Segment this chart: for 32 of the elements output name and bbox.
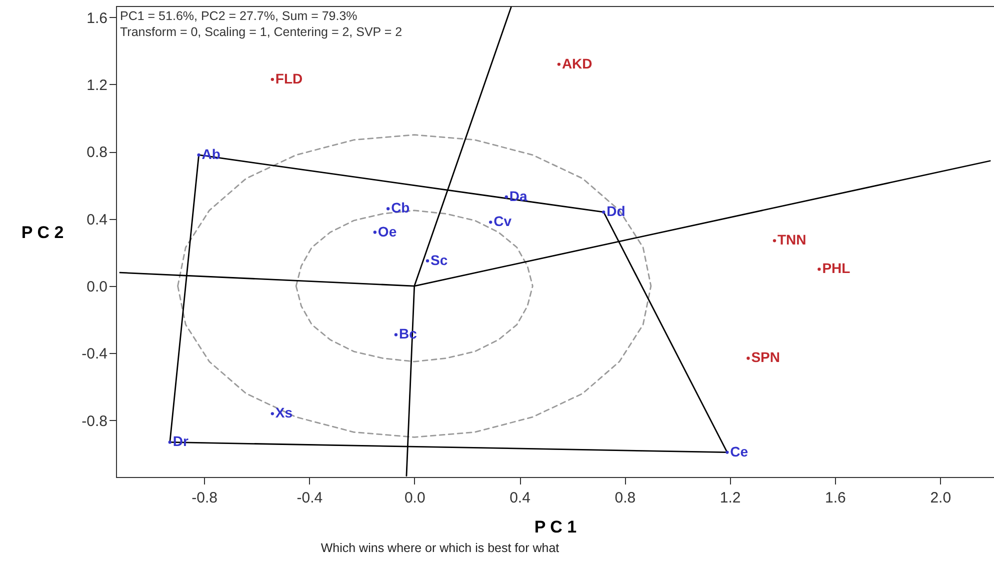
y-tick-label: 0.4 (86, 211, 108, 228)
series-label: Cb (391, 200, 410, 216)
series-label: Xs (275, 404, 293, 421)
y-tick-label: 1.6 (86, 10, 108, 27)
x-tick-label: 1.2 (720, 490, 741, 506)
y-tick-label: 0.8 (86, 144, 108, 162)
annotation: PC1 = 51.6%, PC2 = 27.7%, Sum = 79.3% (120, 9, 358, 23)
x-tick-label: 0.0 (404, 490, 426, 506)
series-label: TNN (778, 232, 806, 248)
series-label: Oe (378, 223, 397, 240)
y-tick-label: 0.0 (86, 278, 108, 296)
x-axis-title: P C 1 (534, 518, 577, 536)
y-tick-label: -0.4 (82, 346, 108, 363)
series-label: Ce (730, 443, 748, 460)
series-label: SPN (751, 349, 780, 366)
series-label: AKD (562, 55, 592, 72)
y-tick-label: 1.2 (86, 76, 108, 94)
x-tick-label: -0.4 (296, 490, 323, 506)
series-label: Cv (494, 213, 512, 230)
annotation: Transform = 0, Scaling = 1, Centering = 2, SVP = 2 (120, 25, 402, 39)
text: Which wins where or which is best for what (320, 541, 560, 555)
series-label: PHL (822, 260, 851, 276)
x-tick-label: -0.8 (192, 490, 218, 506)
series-label: Dd (606, 203, 626, 220)
x-tick-label: 2.0 (930, 490, 952, 506)
x-tick-label: 1.6 (825, 490, 846, 506)
series-label: FLD (275, 70, 303, 86)
y-tick-label: -0.8 (82, 412, 108, 430)
x-tick-label: 0.4 (510, 490, 530, 506)
y-axis-title: P C 2 (21, 223, 64, 242)
x-tick-label: 0.8 (614, 490, 636, 506)
series-label: Sc (430, 252, 448, 268)
